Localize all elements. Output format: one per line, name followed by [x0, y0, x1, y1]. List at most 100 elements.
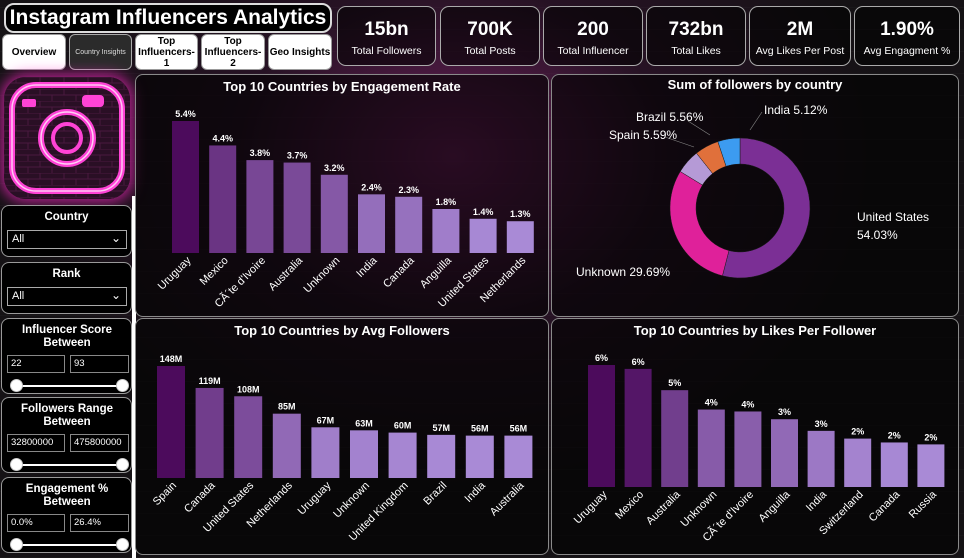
- score-min-input[interactable]: 22: [7, 355, 65, 373]
- bar-uruguay[interactable]: [311, 427, 340, 478]
- kpi-value: 732bn: [668, 19, 724, 40]
- score-slider-max-handle[interactable]: [116, 379, 129, 392]
- bar-data-label: 1.8%: [436, 197, 457, 207]
- x-axis-tick-label: Brazil: [421, 480, 449, 508]
- tab-top-influencers-2[interactable]: Top Influencers-2: [201, 34, 265, 70]
- engagement-filter: Engagement % Between 0.0% 26.4%: [1, 477, 132, 553]
- chevron-down-icon: ⌄: [110, 231, 121, 245]
- engagement-rate-chart: Top 10 Countries by Engagement Rate 5.4%…: [135, 74, 549, 317]
- followers-range-label: Followers Range Between: [20, 403, 114, 428]
- kpi-label: Total Influencer: [557, 45, 629, 57]
- bar-data-label: 3%: [815, 419, 828, 429]
- bar-uruguay[interactable]: [588, 365, 615, 487]
- donut-data-label: United States: [857, 210, 929, 224]
- engagement-slider-track[interactable]: [16, 544, 126, 546]
- bar-unknown[interactable]: [697, 409, 725, 487]
- bar-data-label: 1.4%: [473, 207, 494, 217]
- followers-min-input[interactable]: 32800000: [7, 434, 65, 452]
- tab-overview[interactable]: Overview: [2, 34, 66, 70]
- bar-data-label: 2.4%: [361, 182, 382, 192]
- x-axis-tick-label: Canada: [381, 254, 417, 290]
- tab-country-insights[interactable]: Country Insights: [69, 34, 132, 70]
- rank-dropdown-value: All: [12, 290, 25, 302]
- bar-united-states[interactable]: [469, 218, 497, 253]
- bar-canada[interactable]: [195, 387, 224, 478]
- followers-slider-track[interactable]: [16, 464, 126, 466]
- score-slider-min-handle[interactable]: [10, 379, 23, 392]
- score-slider-track[interactable]: [16, 385, 126, 387]
- followers-donut: United States 54.03% Unknown 29.69% Spain 5…: [576, 103, 929, 279]
- engagement-max-input[interactable]: 26.4%: [70, 514, 129, 532]
- donut-slice-unknown[interactable]: [669, 171, 730, 277]
- chart-title: Top 10 Countries by Likes Per Follower: [633, 323, 877, 338]
- bar-unknown[interactable]: [320, 174, 348, 253]
- bar-india[interactable]: [807, 430, 835, 487]
- bar-data-label: 3.8%: [250, 148, 271, 158]
- bar-australia[interactable]: [504, 435, 533, 478]
- tab-top-influencers-1[interactable]: Top Influencers-1: [135, 34, 198, 70]
- x-axis-tick-label: Uruguay: [156, 254, 194, 292]
- chart-title: Top 10 Countries by Avg Followers: [234, 323, 450, 338]
- bar-netherlands[interactable]: [506, 221, 534, 253]
- bar-brazil[interactable]: [427, 434, 456, 478]
- instagram-logo-icon: [4, 77, 130, 199]
- donut-slice-india[interactable]: [717, 137, 741, 167]
- tab-geo-insights[interactable]: Geo Insights: [268, 34, 332, 70]
- x-axis-tick-label: Mexico: [198, 255, 231, 288]
- bar-switzerland[interactable]: [844, 438, 872, 487]
- kpi-total-influencer: 200 Total Influencer: [543, 6, 643, 66]
- followers-range-filter: Followers Range Between 32800000 4758000…: [1, 397, 132, 473]
- bar-data-label: 2.3%: [398, 185, 419, 195]
- engagement-slider-min-handle[interactable]: [10, 538, 23, 551]
- bar-c-te-d-ivoire[interactable]: [246, 160, 274, 253]
- x-axis-tick-label: Spain: [151, 480, 179, 508]
- x-axis-tick-label: Unknown: [302, 255, 343, 296]
- dashboard-title: Instagram Influencers Analytics: [4, 3, 332, 33]
- kpi-avg-likes-per-post: 2M Avg Likes Per Post: [749, 6, 851, 66]
- x-axis-tick-label: Anguilla: [418, 254, 455, 291]
- bar-unknown[interactable]: [350, 430, 378, 478]
- kpi-value: 2M: [786, 19, 814, 40]
- followers-slider-max-handle[interactable]: [116, 458, 129, 471]
- x-axis-tick-label: Canada: [867, 488, 903, 524]
- likes-per-follower-chart: Top 10 Countries by Likes Per Follower 6…: [551, 318, 959, 555]
- x-axis-tick-label: India: [354, 254, 380, 280]
- bar-india[interactable]: [465, 435, 494, 478]
- bar-uruguay[interactable]: [172, 121, 199, 253]
- bar-australia[interactable]: [283, 162, 311, 253]
- bar-russia[interactable]: [917, 444, 945, 487]
- bar-mexico[interactable]: [624, 368, 652, 487]
- bar-canada[interactable]: [880, 442, 908, 487]
- chart-title: Top 10 Countries by Engagement Rate: [223, 79, 461, 94]
- kpi-label: Total Followers: [351, 45, 422, 57]
- bar-canada[interactable]: [395, 196, 423, 253]
- bar-netherlands[interactable]: [272, 413, 301, 478]
- followers-slider-min-handle[interactable]: [10, 458, 23, 471]
- engagement-min-input[interactable]: 0.0%: [7, 514, 65, 532]
- country-dropdown[interactable]: All ⌄: [7, 230, 127, 249]
- donut-leader-line: [687, 120, 711, 136]
- donut-data-label: Unknown 29.69%: [576, 265, 670, 279]
- donut-slice-united-states[interactable]: [722, 137, 811, 279]
- score-max-input[interactable]: 93: [70, 355, 129, 373]
- engagement-slider-max-handle[interactable]: [116, 538, 129, 551]
- chart-title: Sum of followers by country: [667, 77, 843, 92]
- kpi-value: 15bn: [364, 19, 409, 40]
- bar-spain[interactable]: [157, 366, 185, 478]
- x-axis-tick-label: Russia: [907, 488, 940, 521]
- country-dropdown-value: All: [12, 233, 25, 245]
- bar-data-label: 6%: [632, 357, 645, 367]
- rank-dropdown[interactable]: All ⌄: [7, 287, 127, 306]
- kpi-avg-engagement: 1.90% Avg Engagment %: [854, 6, 960, 66]
- bar-mexico[interactable]: [209, 145, 237, 253]
- bar-australia[interactable]: [661, 390, 689, 487]
- bar-c-te-d-ivoire[interactable]: [734, 411, 762, 487]
- bar-united-kingdom[interactable]: [388, 432, 417, 478]
- rank-filter-label: Rank: [52, 268, 81, 280]
- followers-max-input[interactable]: 475800000: [70, 434, 129, 452]
- bar-india[interactable]: [358, 194, 385, 253]
- bar-anguilla[interactable]: [432, 209, 460, 253]
- bar-anguilla[interactable]: [771, 419, 798, 487]
- bar-united-states[interactable]: [234, 396, 263, 478]
